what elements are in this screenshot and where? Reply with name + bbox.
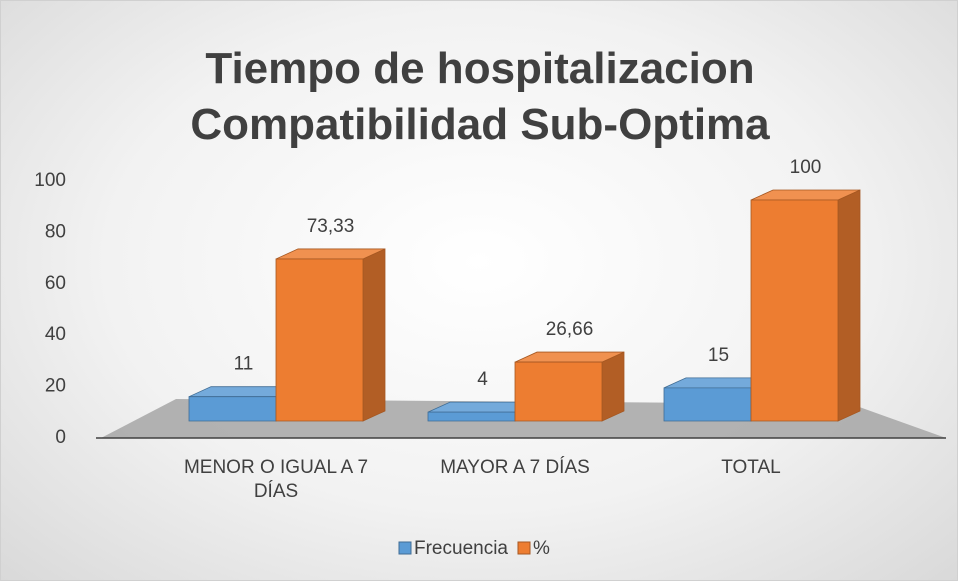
bar-face: [837, 189, 861, 422]
y-tick-label: 40: [45, 324, 66, 345]
x-tick-label: MENOR O IGUAL A 7 DÍAS: [183, 457, 369, 502]
chart-title: Tiempo de hospitalizacion Compatibilidad…: [190, 44, 770, 149]
bar-face: [275, 258, 364, 422]
x-tick-label: TOTAL: [721, 457, 781, 478]
bar: [275, 248, 386, 422]
bar-face: [601, 351, 625, 422]
y-tick-label: 100: [34, 170, 66, 191]
legend-label: %: [533, 538, 550, 559]
data-label: 26,66: [546, 319, 594, 340]
bar-face: [427, 411, 516, 422]
data-label: 100: [790, 157, 822, 178]
bar: [750, 189, 861, 422]
data-label: 15: [708, 345, 729, 366]
legend-swatch: [398, 541, 412, 555]
x-tick-label: MAYOR A 7 DÍAS: [440, 457, 590, 478]
bar: [514, 351, 625, 422]
bar-face: [750, 199, 839, 422]
y-tick-label: 0: [55, 427, 66, 448]
legend-label: Frecuencia: [414, 538, 508, 559]
bar-face: [514, 361, 603, 422]
data-label: 4: [477, 369, 488, 390]
bar: [427, 401, 538, 422]
data-label: 73,33: [307, 216, 355, 237]
bar-face: [663, 387, 752, 422]
bar-face: [362, 248, 386, 422]
y-tick-label: 20: [45, 376, 66, 397]
bar-face: [188, 396, 277, 422]
legend-swatch: [517, 541, 531, 555]
data-label: 11: [234, 354, 254, 375]
y-tick-label: 80: [45, 221, 66, 242]
y-tick-label: 60: [45, 273, 66, 294]
